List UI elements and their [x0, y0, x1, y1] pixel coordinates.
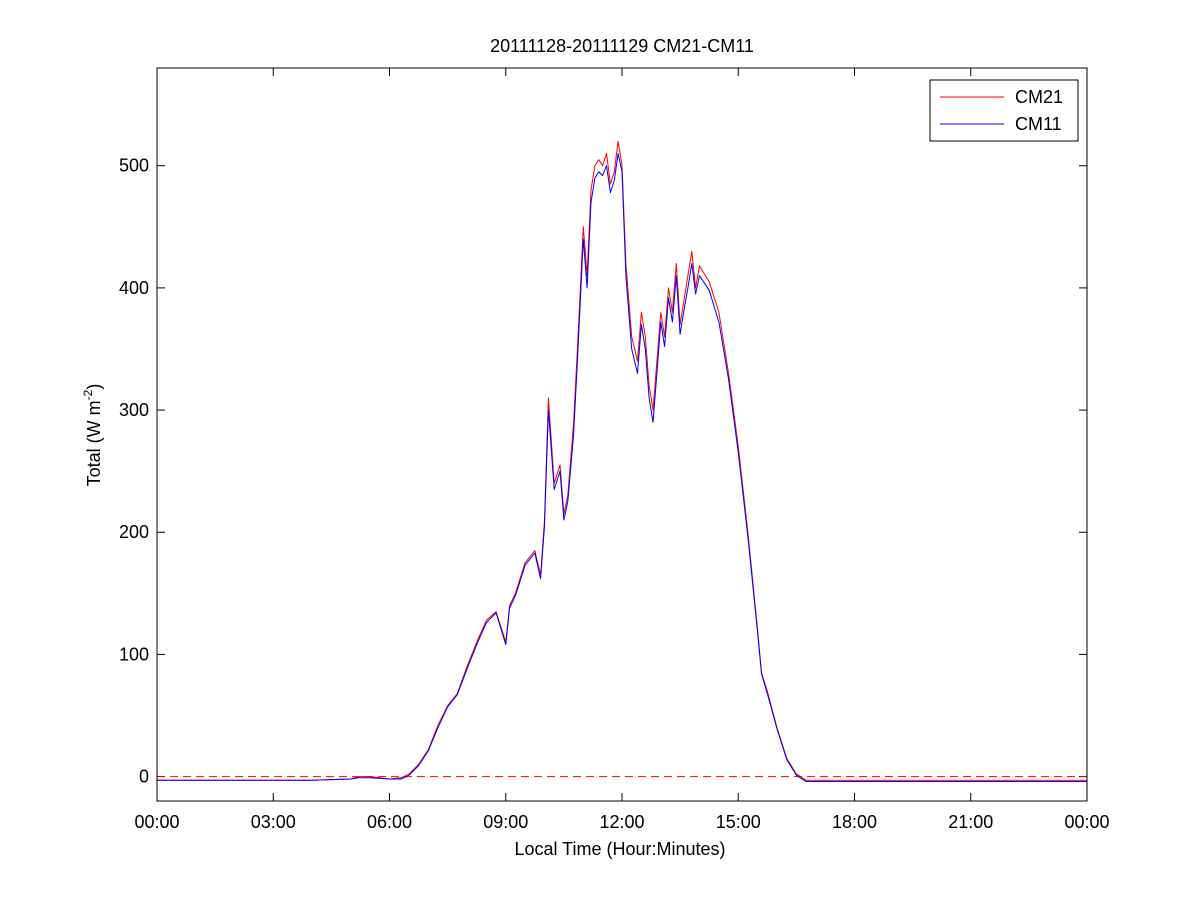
x-tick-label: 06:00: [367, 812, 412, 832]
x-tick-label: 21:00: [948, 812, 993, 832]
series-layer: [157, 140, 1087, 782]
y-tick-label: 500: [119, 156, 149, 176]
legend-label-cm11: CM11: [1015, 114, 1062, 134]
y-axis-label-main: Total (W m: [84, 400, 104, 486]
legend: CM21 CM11: [929, 79, 1079, 142]
y-tick-label: 400: [119, 278, 149, 298]
x-tick-label: 03:00: [251, 812, 296, 832]
series-line-cm21: [157, 140, 1087, 781]
y-tick-label: 300: [119, 400, 149, 420]
x-tick-label: 00:00: [1064, 812, 1109, 832]
axis-ticks: 00:00 03:00 06:00 09:00 12:00 15:00 18:00 21:00…: [119, 68, 1110, 832]
legend-label-cm21: CM21: [1015, 87, 1063, 107]
x-tick-label: 15:00: [716, 812, 761, 832]
x-axis-label: Local Time (Hour:Minutes): [514, 839, 725, 859]
y-tick-label: 100: [119, 644, 149, 664]
x-tick-label: 09:00: [483, 812, 528, 832]
y-axis-label: Total (W m-2): [81, 384, 104, 487]
y-axis-label-superscript: -2: [81, 389, 95, 400]
x-tick-label: 12:00: [599, 812, 644, 832]
plot-frame: [156, 67, 1088, 802]
series-line-cm11: [157, 153, 1087, 782]
chart-title: 20111128-20111129 CM21-CM11: [490, 36, 754, 56]
x-tick-label: 18:00: [832, 812, 877, 832]
y-tick-label: 0: [139, 767, 149, 787]
y-axis-label-suffix: ): [84, 384, 104, 390]
plot-area: [157, 68, 1087, 801]
x-tick-label: 00:00: [134, 812, 179, 832]
legend-box: [929, 79, 1079, 142]
y-tick-label: 200: [119, 522, 149, 542]
